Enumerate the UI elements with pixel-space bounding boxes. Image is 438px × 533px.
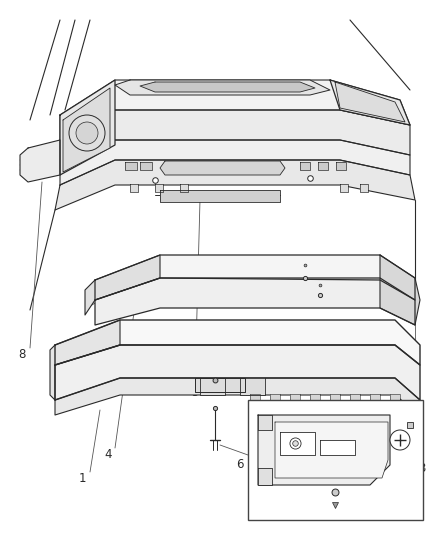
Polygon shape	[160, 161, 285, 175]
Polygon shape	[250, 394, 260, 402]
Polygon shape	[290, 394, 300, 402]
Polygon shape	[258, 415, 390, 485]
Polygon shape	[280, 432, 315, 455]
Polygon shape	[340, 184, 348, 192]
Polygon shape	[258, 468, 272, 485]
Polygon shape	[240, 378, 265, 395]
Text: 8: 8	[18, 349, 26, 361]
Polygon shape	[55, 345, 420, 400]
Polygon shape	[370, 394, 380, 402]
Polygon shape	[275, 422, 388, 478]
Polygon shape	[55, 160, 415, 210]
Text: 5: 5	[191, 386, 199, 400]
Polygon shape	[360, 184, 368, 192]
Text: 7: 7	[251, 448, 259, 462]
Polygon shape	[300, 162, 310, 170]
Circle shape	[69, 115, 105, 151]
Polygon shape	[380, 255, 420, 325]
Polygon shape	[318, 162, 328, 170]
Text: 3: 3	[418, 462, 426, 474]
Polygon shape	[258, 415, 272, 430]
Polygon shape	[335, 82, 405, 122]
Text: 6: 6	[236, 458, 244, 472]
Polygon shape	[60, 80, 115, 175]
Polygon shape	[130, 184, 138, 192]
Polygon shape	[55, 320, 420, 365]
Bar	[248, 400, 423, 520]
Polygon shape	[60, 140, 410, 185]
Polygon shape	[140, 162, 152, 170]
Polygon shape	[310, 394, 320, 402]
Text: 4: 4	[104, 448, 112, 462]
Polygon shape	[390, 394, 400, 402]
Polygon shape	[200, 378, 225, 395]
Polygon shape	[60, 110, 410, 165]
Polygon shape	[95, 278, 415, 325]
Polygon shape	[63, 88, 110, 172]
Polygon shape	[60, 80, 410, 140]
Circle shape	[76, 122, 98, 144]
Polygon shape	[270, 394, 280, 402]
Circle shape	[390, 430, 410, 450]
Polygon shape	[55, 378, 420, 415]
Polygon shape	[330, 394, 340, 402]
Text: 2: 2	[54, 400, 62, 414]
Polygon shape	[160, 190, 280, 202]
Polygon shape	[320, 440, 355, 455]
Polygon shape	[195, 378, 245, 392]
Polygon shape	[180, 184, 188, 192]
Polygon shape	[50, 320, 120, 400]
Polygon shape	[330, 80, 410, 125]
Polygon shape	[85, 255, 160, 315]
Polygon shape	[140, 82, 315, 92]
Polygon shape	[125, 162, 137, 170]
Polygon shape	[350, 394, 360, 402]
Polygon shape	[336, 162, 346, 170]
Polygon shape	[115, 80, 330, 95]
Polygon shape	[155, 184, 163, 192]
Polygon shape	[95, 255, 415, 300]
Text: 1: 1	[78, 472, 86, 484]
Polygon shape	[20, 140, 60, 182]
